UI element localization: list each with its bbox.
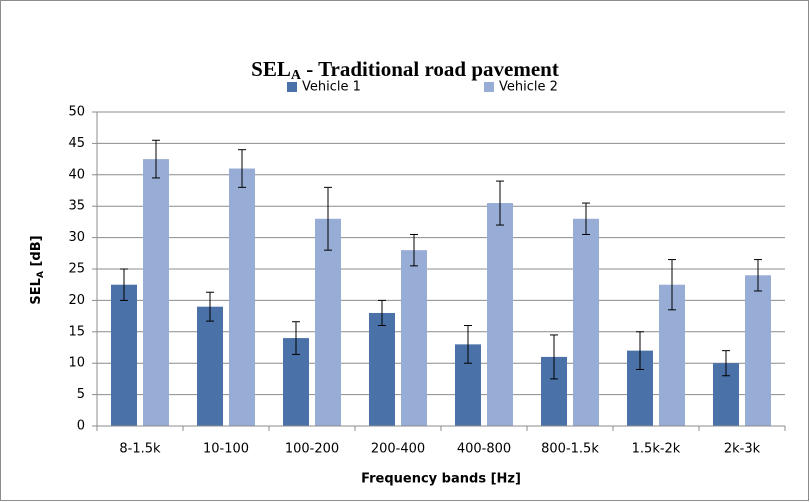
error-bar [722,350,730,377]
y-tick-label: 10 [68,356,85,371]
x-tick-label: 1.5k-2k [632,442,681,457]
legend-swatch [287,82,297,92]
error-bar [464,325,472,364]
bar [143,159,169,426]
legend-label: Vehicle 2 [499,80,558,95]
x-tick-label: 200-400 [371,442,425,457]
error-bar [206,291,214,322]
bar [197,306,223,426]
error-bar [324,186,332,251]
bar [745,275,771,426]
error-bar [120,268,128,301]
bar [315,218,341,426]
error-bar [496,180,504,226]
error-bar [238,149,246,188]
error-bar [754,259,762,292]
x-tick-label: 800-1.5k [541,442,599,457]
x-tick-label: 8-1.5k [119,442,161,457]
bar [111,284,137,426]
error-bar [378,299,386,327]
y-tick-label: 25 [68,262,85,277]
y-tick-label: 0 [77,419,85,434]
chart-title: SELA - Traditional road pavement [251,57,559,83]
y-tick-label: 40 [68,167,85,182]
y-tick-label: 35 [68,199,85,214]
error-bar [668,259,676,311]
bar [401,250,427,426]
y-tick-label: 30 [68,230,85,245]
bar [573,218,599,426]
x-axis-label: Frequency bands [Hz] [361,472,521,487]
y-tick-label: 50 [68,105,85,120]
error-bar [550,334,558,380]
y-tick-label: 45 [68,136,85,151]
legend-swatch [484,82,494,92]
y-tick-label: 20 [68,293,85,308]
error-bar [292,321,300,355]
bar [229,168,255,426]
x-tick-label: 2k-3k [724,442,761,457]
error-bar [152,139,160,179]
error-bar [410,233,418,267]
error-bar [582,202,590,235]
x-tick-label: 10-100 [203,442,249,457]
error-bar [636,331,644,370]
bar [369,312,395,426]
x-tick-label: 100-200 [285,442,339,457]
y-axis-label: SELA [dB] [29,235,46,304]
bar [487,203,513,426]
y-tick-label: 15 [68,324,85,339]
y-tick-label: 5 [77,387,85,402]
x-tick-label: 400-800 [457,442,511,457]
legend-label: Vehicle 1 [302,80,361,95]
